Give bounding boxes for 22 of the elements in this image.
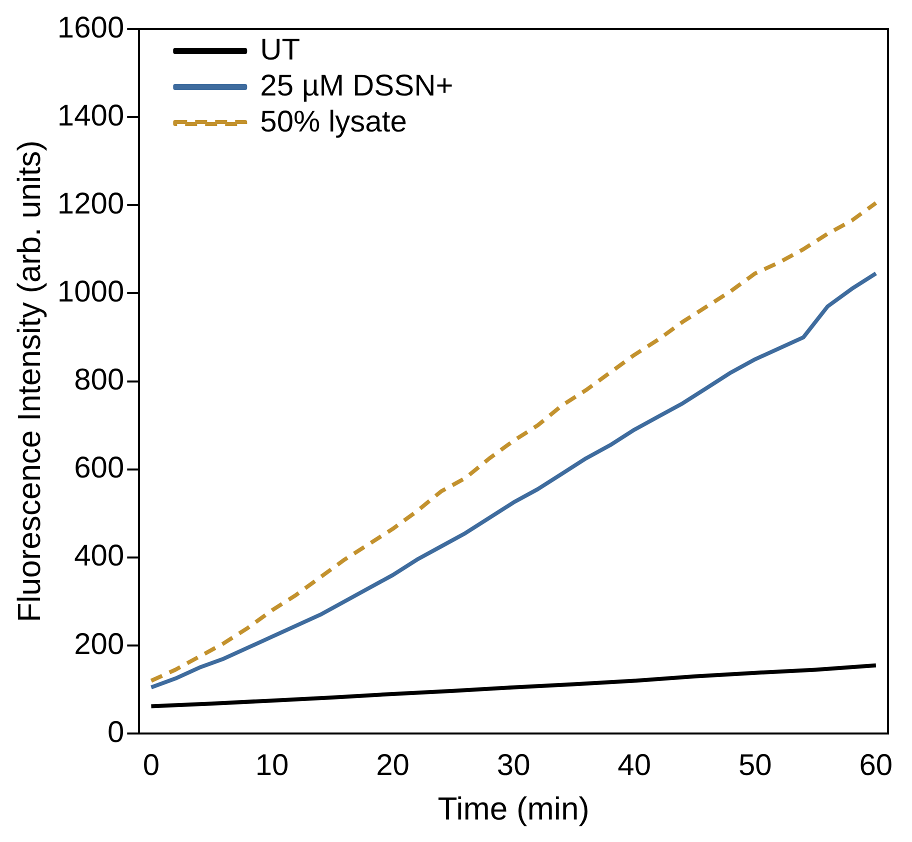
legend-label: 50% lysate [260,105,407,138]
x-tick-label: 10 [255,748,289,782]
y-tick-label: 800 [74,364,124,397]
x-tick-label: 50 [738,748,772,782]
y-tick-label: 600 [74,452,124,485]
x-tick-label: 20 [376,748,410,782]
y-tick-label: 1000 [57,275,124,308]
line-series [149,200,878,683]
x-tick-label: 60 [859,748,893,782]
y-tick-label: 400 [74,540,124,573]
y-tick-label: 1400 [57,99,124,132]
y-tick-label: 1600 [57,11,124,44]
y-tick-label: 0 [107,716,124,749]
x-axis-title: Time (min) [438,790,590,827]
x-tick-label: 40 [618,748,652,782]
legend-label: 25 µM DSSN+ [260,69,454,102]
y-axis-title: Fluorescence Intensity (arb. units) [11,140,48,622]
legend-label: UT [260,33,300,66]
x-tick-label: 0 [142,748,160,782]
y-tick-label: 1200 [57,187,124,220]
x-tick-label: 30 [496,748,530,782]
y-tick-label: 200 [74,628,124,661]
